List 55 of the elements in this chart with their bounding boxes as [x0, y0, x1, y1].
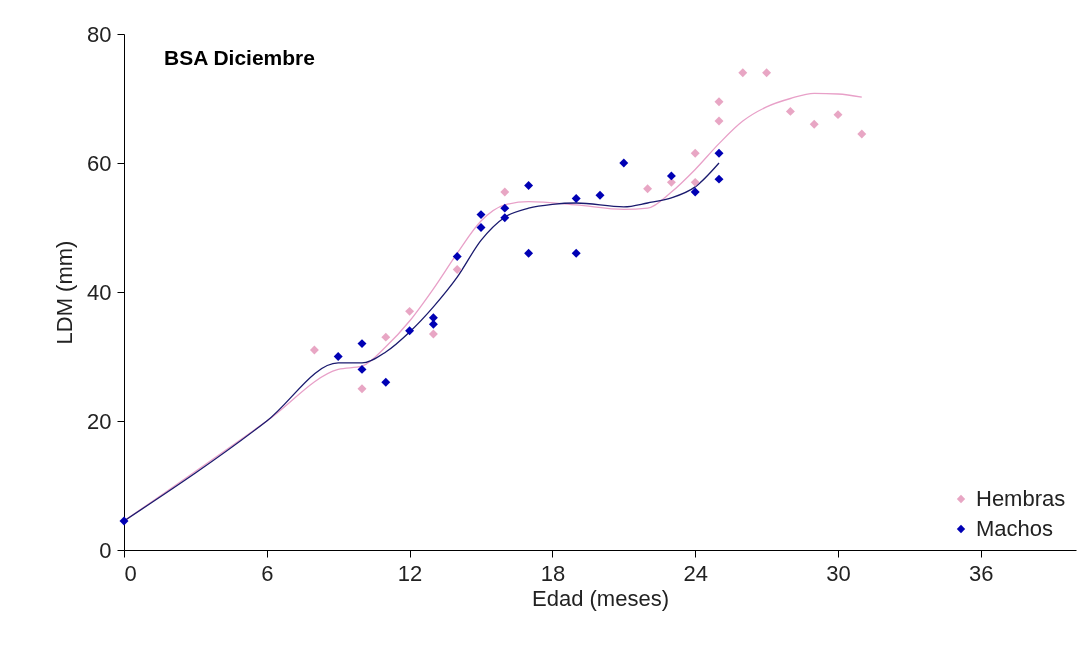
- point: [500, 213, 510, 223]
- point: [714, 116, 724, 126]
- point: [666, 171, 676, 181]
- point: [357, 384, 367, 394]
- x-tick-label: 36: [969, 560, 994, 586]
- point: [524, 181, 534, 191]
- point: [405, 326, 415, 336]
- point: [500, 203, 510, 213]
- point: [500, 187, 510, 197]
- point: [524, 248, 534, 258]
- point: [333, 352, 343, 361]
- point: [428, 329, 438, 339]
- x-tick-label: 12: [397, 560, 423, 586]
- point: [857, 129, 867, 139]
- point: [714, 97, 724, 107]
- x-tick-label: 6: [261, 560, 274, 586]
- point: [309, 345, 319, 355]
- y-tick-label: 80: [87, 21, 112, 47]
- point: [381, 332, 391, 342]
- point: [762, 68, 772, 78]
- point: [452, 252, 462, 261]
- point: [357, 339, 367, 349]
- legend-label: Machos: [976, 516, 1054, 541]
- y-axis-title: LDM (mm): [52, 240, 78, 345]
- x-tick-label: 18: [540, 560, 566, 586]
- x-tick-label: 30: [826, 560, 851, 586]
- point: [381, 377, 391, 387]
- x-tick-label: 0: [124, 560, 137, 586]
- y-tick-label: 20: [87, 408, 112, 434]
- point: [833, 110, 843, 120]
- point: [571, 248, 581, 258]
- point: [119, 516, 129, 526]
- point: [690, 177, 700, 187]
- point: [714, 174, 724, 184]
- y-tick-label: 0: [99, 537, 112, 563]
- point: [809, 119, 819, 129]
- point: [643, 184, 653, 194]
- point: [785, 106, 795, 116]
- point: [619, 158, 629, 168]
- point: [690, 187, 700, 197]
- x-tick-label: 24: [683, 560, 708, 586]
- y-tick-label: 60: [87, 150, 112, 176]
- point: [405, 306, 415, 316]
- point: [714, 148, 724, 158]
- x-axis-title: Edad (meses): [532, 585, 669, 611]
- point: [690, 148, 700, 158]
- point: [476, 210, 486, 220]
- point: [452, 264, 462, 274]
- point: [571, 194, 581, 203]
- legend-label: Hembras: [976, 486, 1066, 511]
- y-tick-label: 40: [87, 279, 112, 305]
- point: [595, 190, 605, 200]
- text: BSA Diciembre: [164, 46, 315, 69]
- point: [357, 364, 367, 374]
- point: [738, 68, 748, 78]
